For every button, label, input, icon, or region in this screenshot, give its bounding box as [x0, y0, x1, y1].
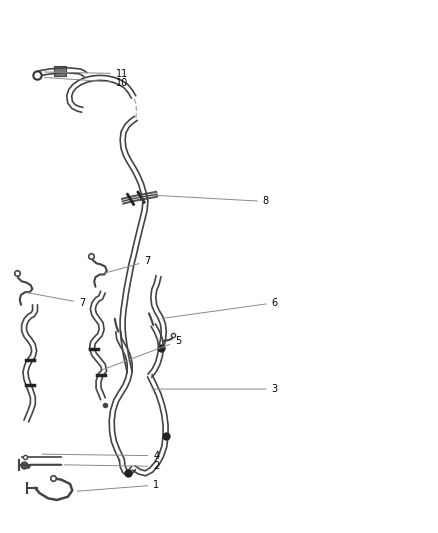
- Text: 7: 7: [27, 293, 85, 308]
- Text: 11: 11: [44, 69, 128, 78]
- Bar: [54, 66, 67, 76]
- Text: 2: 2: [64, 462, 159, 471]
- Text: 10: 10: [44, 77, 128, 87]
- Text: 8: 8: [154, 195, 269, 206]
- Text: 1: 1: [77, 480, 159, 491]
- Text: 5: 5: [103, 336, 181, 369]
- Text: 7: 7: [102, 256, 151, 274]
- Text: 6: 6: [162, 298, 278, 318]
- Text: 3: 3: [152, 384, 278, 394]
- Text: 4: 4: [42, 451, 159, 461]
